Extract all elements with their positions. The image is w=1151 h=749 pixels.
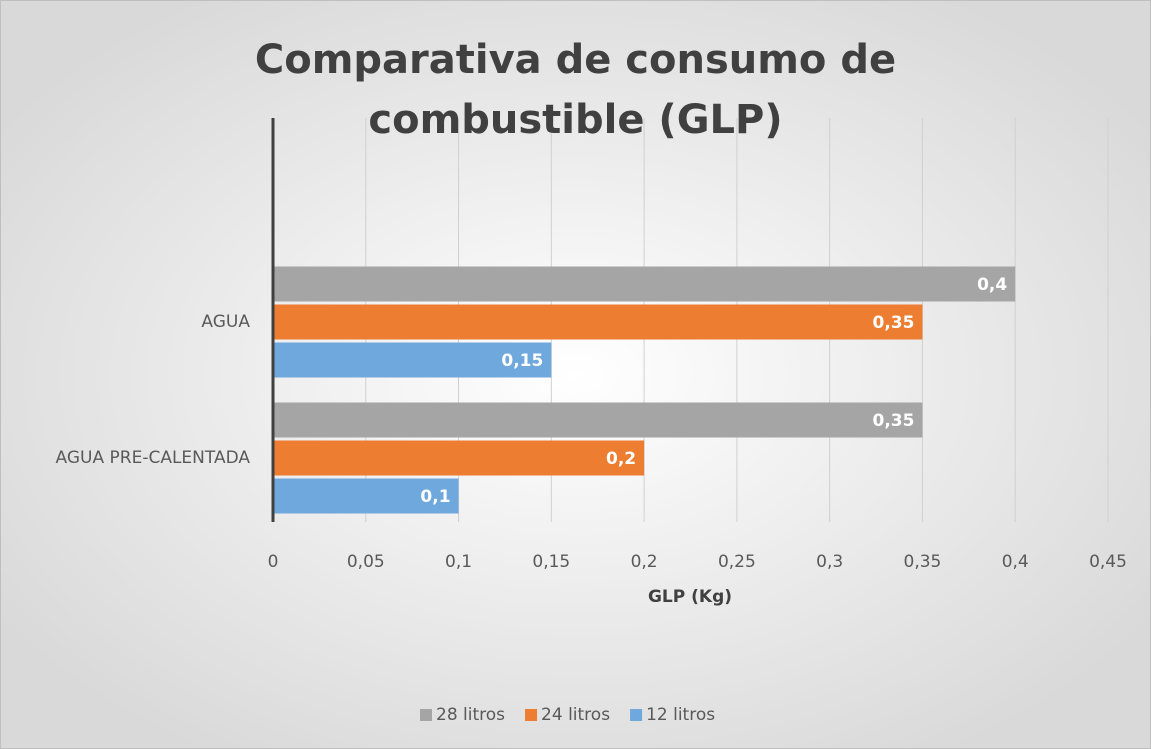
x-tick-label: 0,2 — [631, 552, 658, 572]
x-tick-label: 0,1 — [445, 552, 472, 572]
bar — [273, 478, 459, 514]
value-label: 0,4 — [977, 275, 1007, 295]
legend-label: 28 litros — [436, 705, 505, 725]
bar — [273, 440, 645, 476]
y-tick-label: AGUA PRE-CALENTADA — [56, 448, 251, 468]
value-label: 0,1 — [420, 487, 450, 507]
value-label: 0,2 — [606, 449, 636, 469]
x-tick-label: 0,25 — [718, 552, 756, 572]
legend-swatch — [420, 709, 432, 721]
legend-swatch — [630, 709, 643, 721]
x-tick-label: 0 — [268, 552, 279, 572]
x-tick-label: 0,45 — [1089, 552, 1127, 572]
bar — [273, 402, 923, 438]
bar — [273, 304, 923, 340]
bar — [273, 342, 552, 378]
x-tick-label: 0,15 — [532, 552, 570, 572]
y-tick-label: AGUA — [201, 312, 250, 332]
x-axis-title: GLP (Kg) — [648, 587, 732, 607]
legend-label: 12 litros — [646, 705, 715, 725]
chart-title: Comparativa de consumo de combustible (G… — [254, 37, 897, 143]
x-tick-label: 0,4 — [1002, 552, 1029, 572]
value-label: 0,15 — [501, 351, 543, 371]
legend-swatch — [525, 709, 538, 721]
x-tick-label: 0,3 — [816, 552, 843, 572]
value-label: 0,35 — [872, 313, 914, 333]
x-tick-label: 0,05 — [347, 552, 385, 572]
legend-label: 24 litros — [541, 705, 610, 725]
value-label: 0,35 — [872, 411, 914, 431]
x-tick-label: 0,35 — [904, 552, 942, 572]
bar — [273, 266, 1016, 302]
